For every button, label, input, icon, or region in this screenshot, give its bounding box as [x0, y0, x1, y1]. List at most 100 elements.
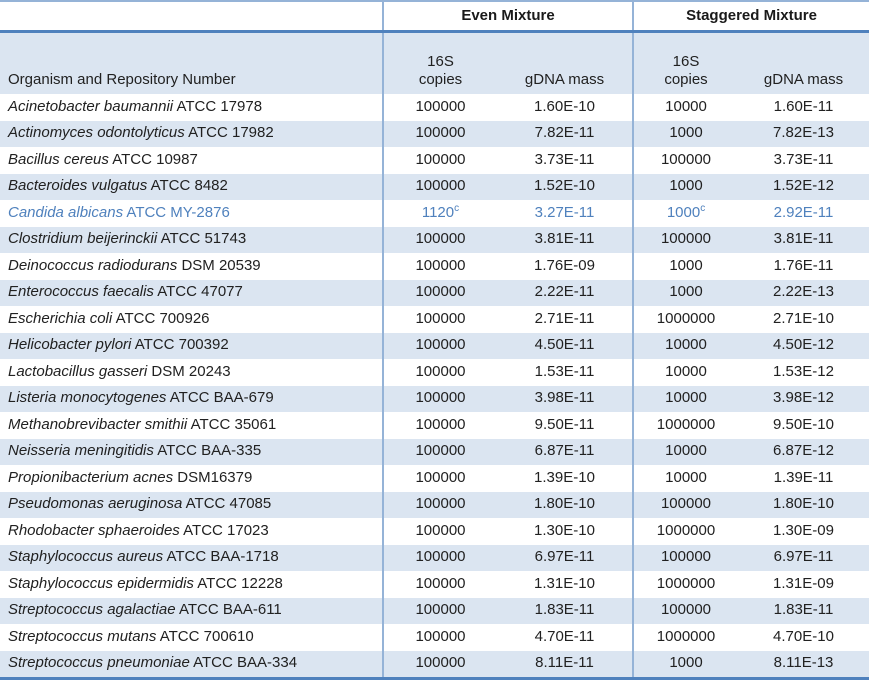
even-copies-value: 100000	[415, 521, 466, 539]
table-row: Acinetobacter baumannii ATCC 17978 10000…	[0, 94, 869, 121]
even-gdna-mass-cell: 6.97E-11	[534, 548, 595, 566]
staggered-copies-value: 1000000	[656, 627, 716, 645]
staggered-copies-value: 10000	[665, 389, 707, 407]
table-row: Bacteroides vulgatus ATCC 8482 100000 1.…	[0, 173, 869, 200]
staggered-copies-value: 10000	[665, 97, 707, 115]
staggered-copies-value: 1000	[669, 124, 703, 142]
organism-cell: Deinococcus radiodurans DSM 20539	[0, 253, 383, 280]
even-gdna-mass-cell: 3.98E-11	[534, 389, 595, 407]
table-row: Methanobrevibacter smithii ATCC 35061 10…	[0, 412, 869, 439]
even-gdna-mass-cell: 1.39E-10	[534, 468, 595, 486]
even-gdna-mass-cell: 4.70E-11	[534, 627, 595, 645]
organism-name: Lactobacillus gasseri	[8, 362, 148, 380]
organism-name: Staphylococcus epidermidis	[8, 574, 194, 592]
organism-name: Deinococcus radiodurans	[8, 256, 178, 274]
staggered-16s-copies-cell: 100000	[632, 147, 738, 174]
repository-number: ATCC 10987	[112, 150, 198, 168]
even-16s-copies-cell: 100000	[382, 465, 497, 492]
even-16s-copies-cell: 100000	[382, 385, 497, 412]
staggered-16s-copies-cell: 10000	[632, 359, 738, 386]
corner-cell	[0, 0, 383, 33]
staggered-copies-value: 10000	[665, 336, 707, 354]
even-gdna-mass-cell: 1.80E-10	[534, 495, 595, 513]
staggered-gdna-mass-cell: 1.60E-11	[773, 97, 834, 115]
table-row: Rhodobacter sphaeroides ATCC 17023 10000…	[0, 518, 869, 545]
organism-name: Staphylococcus aureus	[8, 548, 164, 566]
staggered-16s-copies-cell: 10000	[632, 438, 738, 465]
organism-cell: Lactobacillus gasseri DSM 20243	[0, 359, 383, 386]
table-row: Helicobacter pylori ATCC 700392 100000 4…	[0, 332, 869, 359]
even-gdna-mass-cell: 1.53E-11	[534, 362, 595, 380]
even-16s-copies-cell: 100000	[382, 120, 497, 147]
staggered-copies-value: 10000	[665, 362, 707, 380]
organism-cell: Clostridium beijerinckii ATCC 51743	[0, 227, 383, 254]
organism-cell: Streptococcus agalactiae ATCC BAA-611	[0, 598, 383, 625]
even-copies-value: 100000	[415, 150, 466, 168]
staggered-copies-value: 1000	[669, 256, 703, 274]
organism-name: Streptococcus mutans	[8, 627, 157, 645]
even-gdna-mass-header: gDNA mass	[497, 31, 633, 94]
repository-number: ATCC MY-2876	[126, 203, 230, 221]
staggered-16s-copies-cell: 1000	[632, 173, 738, 200]
staggered-16s-copies-cell: 1000000	[632, 306, 738, 333]
organism-name: Acinetobacter baumannii	[8, 97, 174, 115]
organism-name: Pseudomonas aeruginosa	[8, 495, 183, 513]
even-16s-copies-cell: 100000	[382, 597, 497, 624]
even-16s-copies-cell: 100000	[382, 279, 497, 306]
staggered-gdna-mass-cell: 1.53E-12	[773, 362, 834, 380]
staggered-gdna-mass-cell: 4.70E-10	[773, 627, 834, 645]
even-16s-copies-cell: 100000	[382, 544, 497, 571]
staggered-gdna-mass-cell: 1.52E-12	[773, 177, 834, 195]
even-gdna-mass-cell: 1.30E-10	[534, 521, 595, 539]
even-copies-label: copies	[418, 71, 463, 89]
repository-number: ATCC BAA-335	[157, 442, 262, 460]
even-gdna-mass-cell: 3.27E-11	[534, 203, 595, 221]
organism-cell: Candida albicans ATCC MY-2876	[0, 200, 383, 227]
staggered-gdna-mass-cell: 7.82E-13	[773, 124, 834, 142]
even-16s-label: 16S	[427, 52, 454, 70]
staggered-gdna-mass-cell: 2.71E-10	[773, 309, 834, 327]
organism-name: Rhodobacter sphaeroides	[8, 521, 180, 539]
organism-name: Propionibacterium acnes	[8, 468, 174, 486]
organism-cell: Propionibacterium acnes DSM16379	[0, 465, 383, 492]
staggered-gdna-mass-cell: 3.73E-11	[773, 150, 834, 168]
even-gdna-mass-cell: 6.87E-11	[534, 442, 595, 460]
organism-name: Clostridium beijerinckii	[8, 230, 158, 248]
staggered-copies-label: copies	[664, 71, 708, 89]
repository-number: ATCC 700926	[115, 309, 210, 327]
even-gdna-mass-cell: 1.60E-10	[534, 97, 595, 115]
staggered-16s-copies-cell: 10000	[632, 332, 738, 359]
staggered-16s-copies-cell: 100000	[632, 491, 738, 518]
even-16s-copies-cell: 100000	[382, 173, 497, 200]
repository-number: DSM16379	[177, 468, 253, 486]
even-16s-copies-cell: 100000	[382, 226, 497, 253]
repository-number: ATCC 17023	[183, 521, 269, 539]
staggered-copies-value: 1000	[669, 654, 703, 672]
staggered-16s-copies-cell: 1000	[632, 120, 738, 147]
repository-number: ATCC 47085	[185, 495, 272, 513]
even-copies-value: 100000	[415, 177, 466, 195]
organism-cell: Methanobrevibacter smithii ATCC 35061	[0, 412, 383, 439]
even-copies-value: 100000	[415, 627, 466, 645]
staggered-copies-value: 1000	[666, 203, 701, 221]
staggered-16s-copies-cell: 1000000	[632, 624, 738, 651]
staggered-copies-value: 10000	[665, 442, 707, 460]
repository-number: DSM 20539	[181, 256, 261, 274]
table-row: Actinomyces odontolyticus ATCC 17982 100…	[0, 120, 869, 147]
organism-cell: Rhodobacter sphaeroides ATCC 17023	[0, 518, 383, 545]
staggered-copies-value: 100000	[660, 150, 712, 168]
even-copies-value: 100000	[415, 548, 466, 566]
group-header-row: Even Mixture Staggered Mixture	[0, 0, 869, 33]
staggered-16s-copies-cell: 1000000	[632, 571, 738, 598]
organism-cell: Enterococcus faecalis ATCC 47077	[0, 280, 383, 307]
repository-number: DSM 20243	[151, 362, 231, 380]
table-row: Lactobacillus gasseri DSM 20243 100000 1…	[0, 359, 869, 386]
repository-number: ATCC 17982	[188, 124, 274, 142]
repository-number: ATCC 51743	[160, 230, 247, 248]
even-copies-value: 100000	[415, 574, 466, 592]
repository-number: ATCC BAA-679	[169, 389, 274, 407]
table-row: Propionibacterium acnes DSM16379 100000 …	[0, 465, 869, 492]
repository-number: ATCC 700392	[134, 336, 229, 354]
even-copies-value: 100000	[415, 124, 466, 142]
